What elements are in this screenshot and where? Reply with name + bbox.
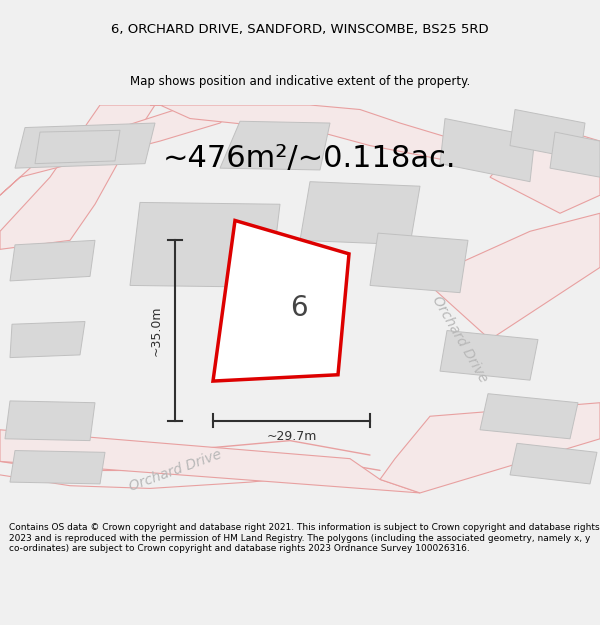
Polygon shape [480,394,578,439]
Polygon shape [0,105,155,249]
Polygon shape [380,402,600,493]
Polygon shape [550,132,600,177]
Polygon shape [0,430,420,493]
Polygon shape [370,233,468,292]
Polygon shape [300,182,420,245]
Text: Orchard Drive: Orchard Drive [430,294,490,385]
Polygon shape [10,451,105,484]
Text: Contains OS data © Crown copyright and database right 2021. This information is : Contains OS data © Crown copyright and d… [9,523,599,553]
Text: Map shows position and indicative extent of the property.: Map shows position and indicative extent… [130,76,470,88]
Text: 6: 6 [290,294,308,321]
Text: 6, ORCHARD DRIVE, SANDFORD, WINSCOMBE, BS25 5RD: 6, ORCHARD DRIVE, SANDFORD, WINSCOMBE, B… [111,23,489,36]
Text: ~35.0m: ~35.0m [150,305,163,356]
Polygon shape [220,121,330,170]
Polygon shape [430,213,600,339]
Polygon shape [510,443,597,484]
Polygon shape [490,132,600,213]
Polygon shape [130,202,280,288]
Polygon shape [10,321,85,357]
Polygon shape [0,105,240,195]
Polygon shape [440,119,535,182]
Polygon shape [510,109,585,159]
Polygon shape [5,401,95,441]
Polygon shape [440,331,538,380]
Polygon shape [150,105,460,159]
Text: ~476m²/~0.118ac.: ~476m²/~0.118ac. [163,144,457,172]
Polygon shape [15,123,155,168]
Text: Orchard Drive: Orchard Drive [127,447,223,494]
Polygon shape [35,130,120,164]
Polygon shape [10,241,95,281]
Polygon shape [213,221,349,381]
Text: ~29.7m: ~29.7m [266,430,317,442]
